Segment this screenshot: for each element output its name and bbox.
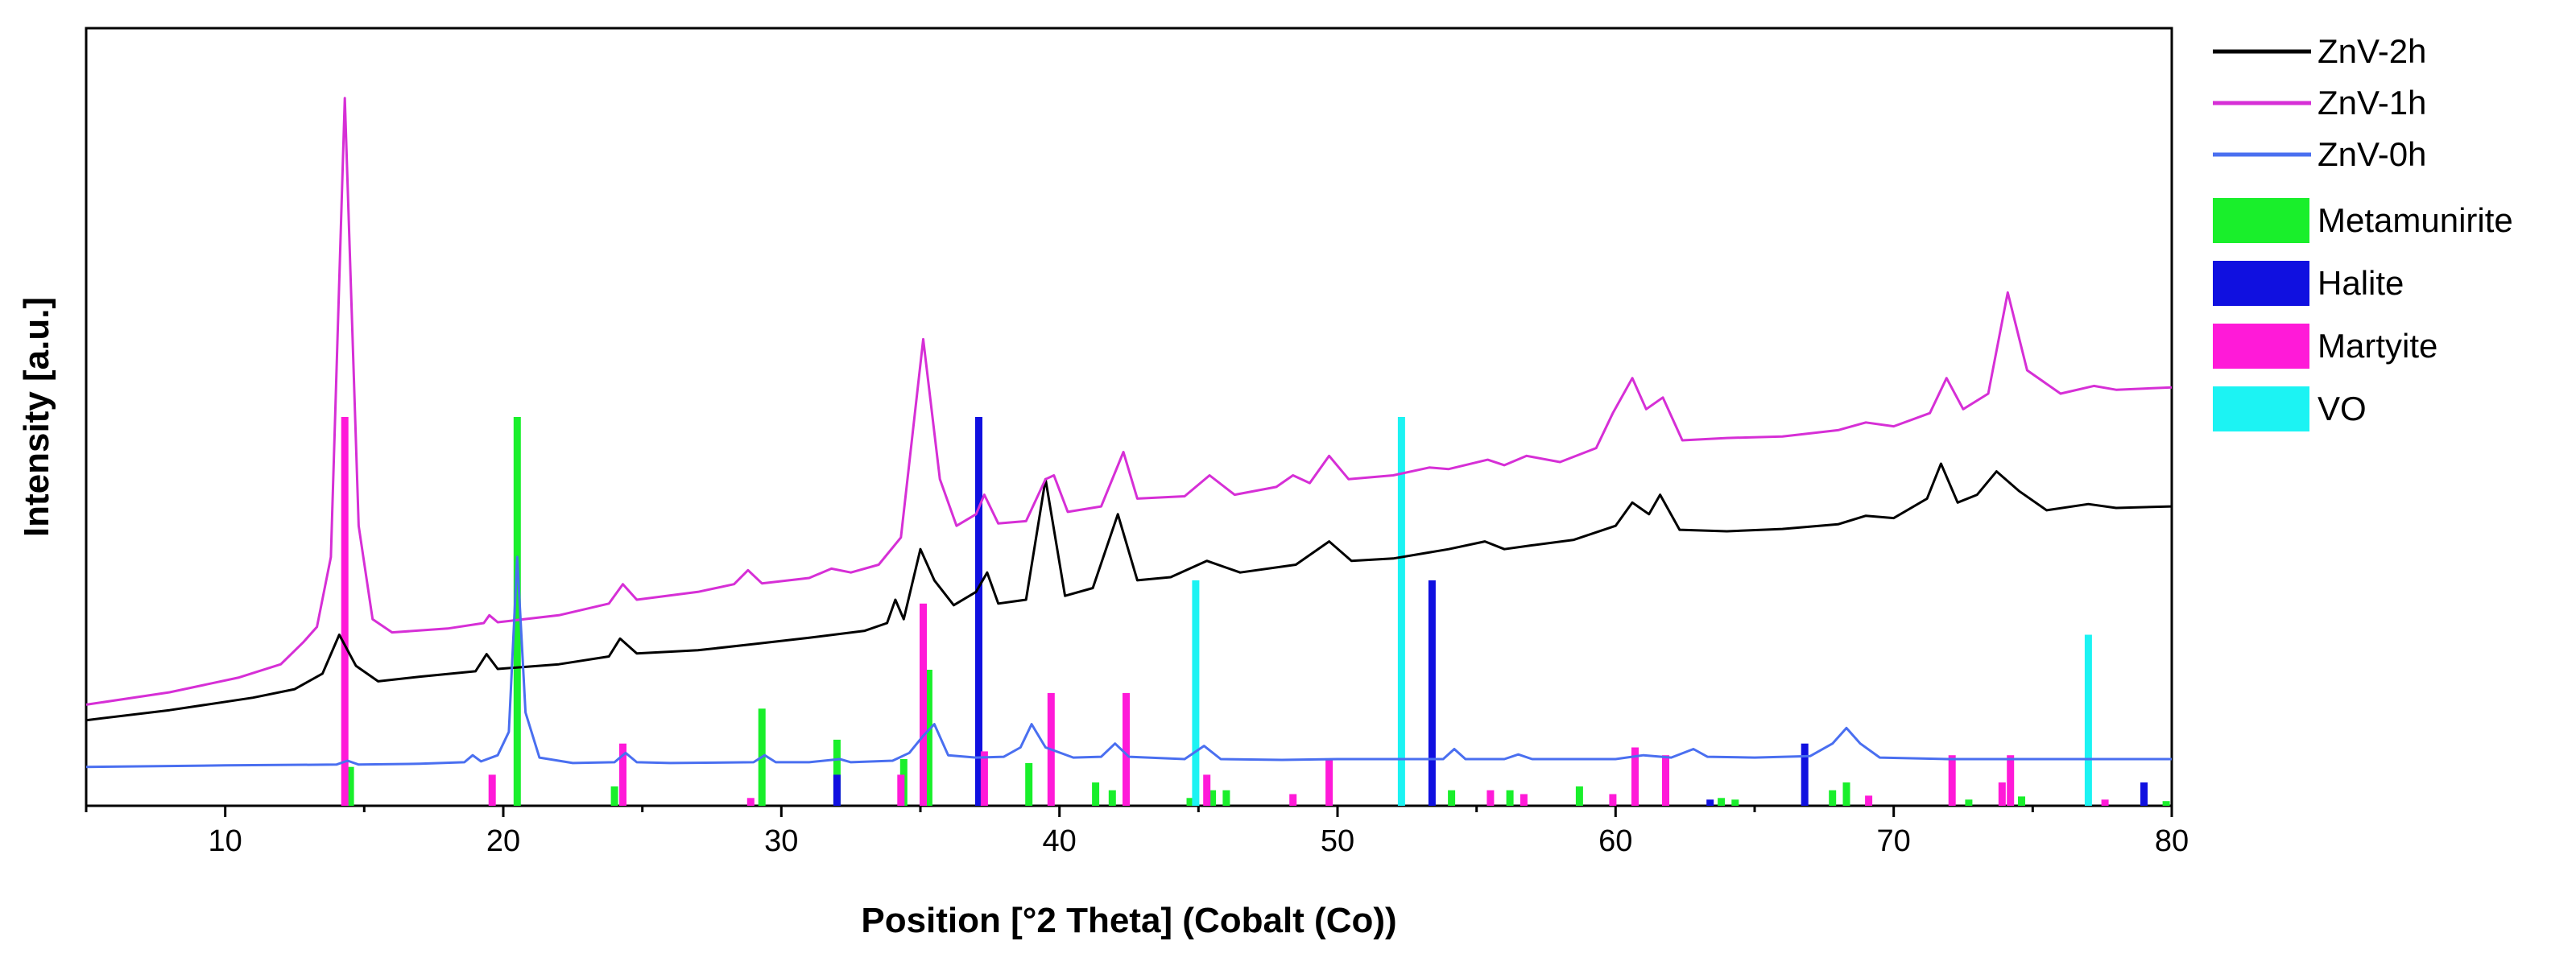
legend-label-metamunirite: Metamunirite xyxy=(2318,201,2513,239)
stick-metamunirite-1 xyxy=(513,417,521,806)
stick-halite-5 xyxy=(2140,782,2148,806)
x-axis: 10 20 30 40 50 60 70 80 xyxy=(85,806,2189,858)
stick-metamunirite-11 xyxy=(1209,790,1217,806)
stick-metamunirite-2 xyxy=(610,786,618,806)
series-line-znv-2h xyxy=(85,462,2173,722)
x-tick-label-20: 20 xyxy=(486,824,520,858)
legend-swatch-metamunirite xyxy=(2213,198,2309,243)
stick-martyite-14 xyxy=(1609,794,1617,806)
stick-martyite-13 xyxy=(1520,794,1528,806)
stick-metamunirite-12 xyxy=(1222,790,1230,806)
stick-halite-1 xyxy=(975,417,982,806)
stick-martyite-16 xyxy=(1662,755,1669,806)
legend: ZnV-2h ZnV-1h ZnV-0h Metamunirite Halite Mart… xyxy=(2213,32,2513,431)
x-tick-label-60: 60 xyxy=(1598,824,1632,858)
stick-martyite-21 xyxy=(2101,799,2109,806)
legend-label-vo: VO xyxy=(2318,390,2367,427)
x-tick-label-30: 30 xyxy=(764,824,798,858)
stick-metamunirite-4 xyxy=(833,739,841,806)
stick-martyite-17 xyxy=(1865,795,1873,806)
legend-swatch-martyite xyxy=(2213,324,2309,369)
series-line-znv-0h xyxy=(85,555,2172,769)
x-tick-label-80: 80 xyxy=(2155,824,2189,858)
legend-label-martyite: Martyite xyxy=(2318,327,2437,365)
stick-metamunirite-17 xyxy=(1731,799,1739,806)
reference-sticks xyxy=(341,417,2170,807)
stick-martyite-10 xyxy=(1289,794,1297,806)
legend-label-halite: Halite xyxy=(2318,264,2404,302)
stick-metamunirite-7 xyxy=(1025,762,1033,806)
stick-martyite-4 xyxy=(897,774,905,806)
plot-area xyxy=(85,27,2173,807)
x-tick-label-50: 50 xyxy=(1321,824,1354,858)
legend-label-znv-0h: ZnV-0h xyxy=(2318,135,2426,173)
stick-vo-1 xyxy=(1397,417,1405,806)
stick-metamunirite-18 xyxy=(1829,790,1837,806)
x-axis-label: Position [°2 Theta] (Cobalt (Co)) xyxy=(861,901,1396,940)
stick-martyite-6 xyxy=(980,751,988,806)
series-line-znv-1h xyxy=(85,97,2173,706)
stick-metamunirite-20 xyxy=(1965,799,1973,806)
stick-martyite-1 xyxy=(488,774,496,806)
stick-metamunirite-6 xyxy=(924,670,932,806)
stick-metamunirite-8 xyxy=(1092,782,1100,806)
stick-vo-2 xyxy=(2084,634,2092,806)
stick-metamunirite-14 xyxy=(1506,790,1514,806)
stick-martyite-3 xyxy=(746,798,755,806)
stick-vo-0 xyxy=(1192,580,1200,806)
series-lines xyxy=(85,97,2173,769)
stick-martyite-8 xyxy=(1123,692,1130,806)
legend-swatch-halite xyxy=(2213,261,2309,306)
x-tick-label-40: 40 xyxy=(1043,824,1077,858)
stick-metamunirite-10 xyxy=(1186,798,1194,806)
x-tick-label-70: 70 xyxy=(1877,824,1911,858)
stick-halite-0 xyxy=(833,774,841,806)
stick-martyite-20 xyxy=(2007,755,2015,806)
stick-metamunirite-16 xyxy=(1718,798,1726,806)
stick-metamunirite-22 xyxy=(2162,801,2170,806)
stick-martyite-0 xyxy=(341,417,349,806)
plot-frame xyxy=(85,27,2173,807)
stick-halite-4 xyxy=(1801,743,1809,806)
legend-label-znv-1h: ZnV-1h xyxy=(2318,84,2426,122)
y-axis-label: Intensity [a.u.] xyxy=(17,297,56,537)
stick-halite-2 xyxy=(1428,580,1436,806)
legend-swatch-vo xyxy=(2213,386,2309,431)
x-tick-label-10: 10 xyxy=(209,824,242,858)
stick-martyite-5 xyxy=(920,603,927,806)
stick-martyite-11 xyxy=(1325,759,1333,806)
stick-martyite-2 xyxy=(619,743,626,806)
stick-halite-3 xyxy=(1706,799,1714,806)
stick-metamunirite-21 xyxy=(2018,796,2025,806)
stick-martyite-18 xyxy=(1948,755,1956,806)
stick-martyite-9 xyxy=(1203,774,1211,806)
stick-martyite-19 xyxy=(1998,782,2006,806)
stick-metamunirite-13 xyxy=(1448,790,1456,806)
stick-metamunirite-0 xyxy=(346,766,354,806)
legend-label-znv-2h: ZnV-2h xyxy=(2318,32,2426,70)
stick-metamunirite-9 xyxy=(1108,790,1116,806)
stick-metamunirite-19 xyxy=(1842,782,1850,806)
stick-martyite-12 xyxy=(1486,790,1495,806)
stick-metamunirite-15 xyxy=(1575,786,1583,806)
stick-martyite-15 xyxy=(1631,747,1639,806)
